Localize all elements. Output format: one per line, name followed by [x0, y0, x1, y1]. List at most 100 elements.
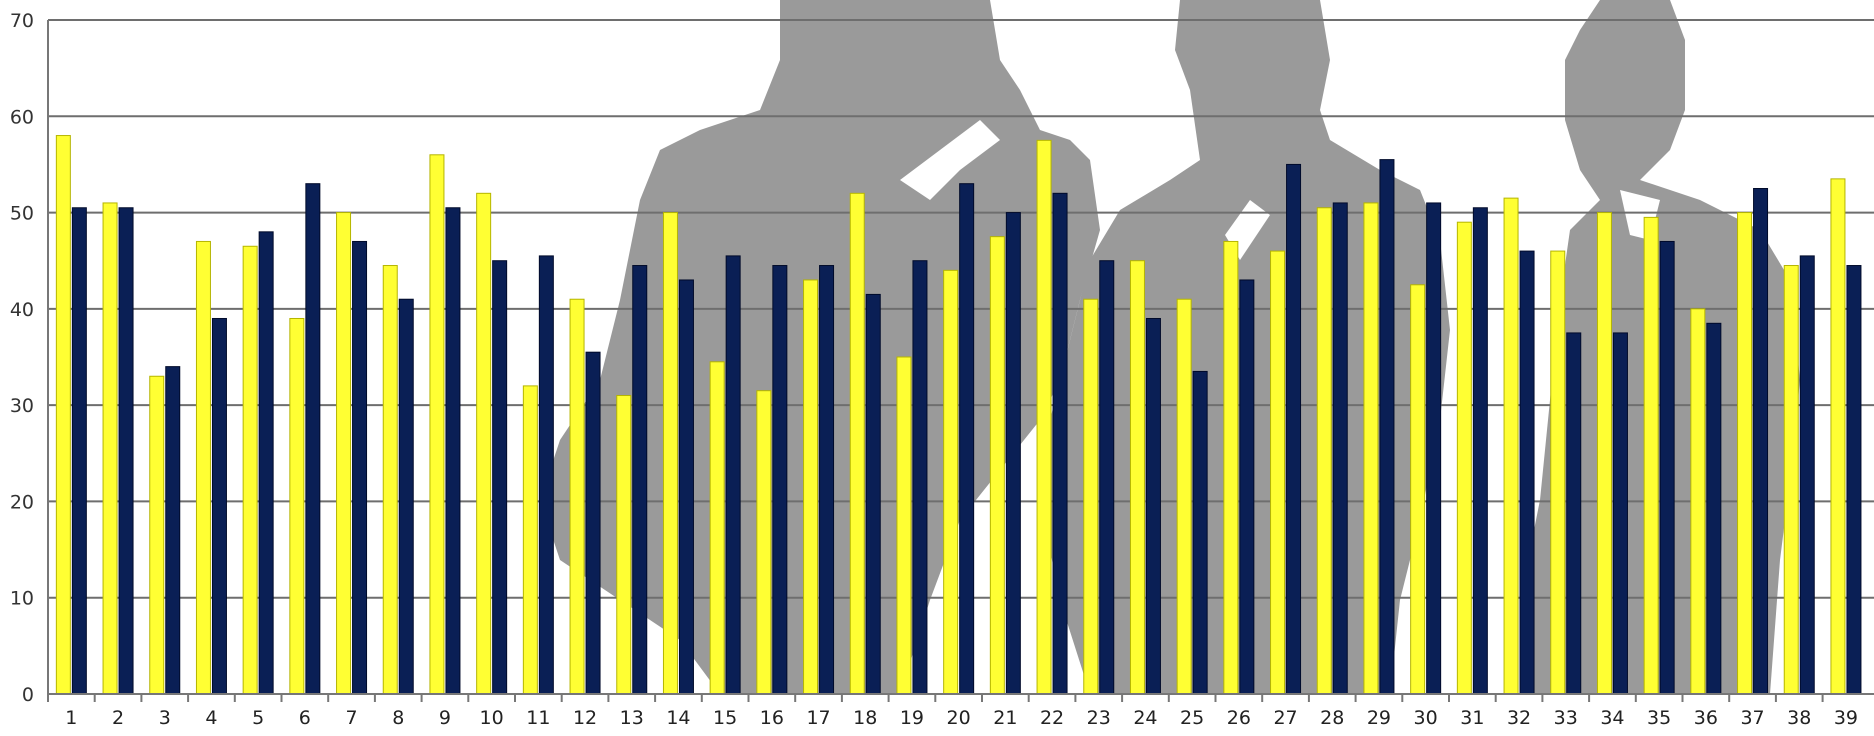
x-tick-label: 18	[853, 707, 877, 729]
x-tick-label: 17	[806, 707, 830, 729]
bar-series-2	[1799, 255, 1815, 695]
x-tick-label: 25	[1180, 707, 1204, 729]
x-tick-label: 8	[392, 707, 404, 729]
bar-series-1	[849, 192, 865, 695]
bar-series-1	[989, 236, 1005, 695]
x-tick-label: 36	[1694, 707, 1718, 729]
bar-series-2	[1145, 317, 1161, 695]
bar-series-2	[118, 207, 134, 695]
bar-series-2	[71, 207, 87, 695]
x-tick-label: 39	[1834, 707, 1858, 729]
y-tick-label: 30	[10, 395, 34, 417]
bar-series-1	[102, 202, 118, 695]
x-tick-label: 11	[526, 707, 550, 729]
bar-series-2	[865, 293, 881, 695]
bar-series-2	[211, 317, 227, 695]
x-tick-label: 19	[900, 707, 924, 729]
x-tick-label: 4	[205, 707, 217, 729]
x-tick-label: 20	[947, 707, 971, 729]
bar-series-2	[1379, 159, 1395, 695]
x-tick-label: 29	[1367, 707, 1391, 729]
bar-series-1	[1830, 178, 1846, 695]
x-tick-label: 6	[299, 707, 311, 729]
bar-series-1	[1129, 260, 1145, 695]
bar-series-1	[943, 269, 959, 695]
bar-series-2	[258, 231, 274, 695]
x-tick-label: 16	[760, 707, 784, 729]
bar-series-1	[1783, 265, 1799, 695]
x-tick-label: 30	[1414, 707, 1438, 729]
bar-series-2	[352, 240, 368, 695]
bar-series-1	[662, 212, 678, 695]
bar-series-1	[522, 385, 538, 695]
y-tick-label: 0	[22, 684, 34, 706]
bar-series-2	[398, 298, 414, 695]
bar-series-1	[1176, 298, 1192, 695]
bar-series-1	[1456, 221, 1472, 695]
x-tick-label: 14	[666, 707, 690, 729]
x-tick-label: 23	[1087, 707, 1111, 729]
bar-series-1	[195, 240, 211, 695]
bar-series-2	[1566, 332, 1582, 695]
x-tick-label: 31	[1460, 707, 1484, 729]
x-tick-label: 32	[1507, 707, 1531, 729]
bar-series-2	[632, 265, 648, 695]
bar-series-2	[1846, 265, 1862, 695]
y-tick-label: 40	[10, 299, 34, 321]
x-tick-label: 2	[112, 707, 124, 729]
bar-series-2	[725, 255, 741, 695]
bar-series-2	[1612, 332, 1628, 695]
bar-series-2	[1753, 188, 1769, 695]
bar-series-2	[1239, 279, 1255, 695]
bar-series-2	[165, 366, 181, 695]
y-tick-label: 70	[10, 10, 34, 32]
x-tick-label: 26	[1227, 707, 1251, 729]
x-tick-label: 9	[439, 707, 451, 729]
bar-series-2	[1052, 192, 1068, 695]
x-tick-label: 13	[620, 707, 644, 729]
bar-series-1	[1270, 250, 1286, 695]
bar-series-2	[772, 265, 788, 695]
bar-series-1	[569, 298, 585, 695]
x-tick-label: 24	[1133, 707, 1157, 729]
y-tick-label: 20	[10, 491, 34, 513]
bar-series-1	[756, 390, 772, 695]
x-tick-label: 10	[480, 707, 504, 729]
x-tick-label: 15	[713, 707, 737, 729]
bar-series-1	[1643, 216, 1659, 695]
bar-series-2	[1426, 202, 1442, 695]
bar-series-1	[1503, 197, 1519, 695]
bar-series-1	[476, 192, 492, 695]
bar-series-1	[1737, 212, 1753, 695]
y-tick-label: 60	[10, 106, 34, 128]
bar-series-2	[1192, 370, 1208, 695]
x-tick-label: 12	[573, 707, 597, 729]
bar-series-2	[445, 207, 461, 695]
silhouette-collar-left	[900, 120, 1000, 200]
bar-series-2	[912, 260, 928, 695]
bar-series-1	[616, 395, 632, 695]
bar-series-1	[803, 279, 819, 695]
bar-series-1	[1690, 308, 1706, 695]
x-tick-label: 7	[346, 707, 358, 729]
bar-series-1	[382, 265, 398, 695]
bar-series-1	[429, 154, 445, 695]
bar-series-1	[1410, 284, 1426, 695]
x-tick-label: 21	[993, 707, 1017, 729]
bar-series-1	[1363, 202, 1379, 695]
bar-series-1	[1223, 240, 1239, 695]
bar-series-2	[538, 255, 554, 695]
bar-series-2	[305, 183, 321, 695]
bar-series	[55, 135, 1862, 695]
bar-series-2	[1332, 202, 1348, 695]
x-tick-label: 38	[1787, 707, 1811, 729]
bar-series-2	[1099, 260, 1115, 695]
bar-series-2	[678, 279, 694, 695]
bar-series-1	[709, 361, 725, 695]
bar-series-1	[55, 135, 71, 695]
x-tick-label: 33	[1554, 707, 1578, 729]
y-tick-label: 10	[10, 588, 34, 610]
x-tick-label: 1	[65, 707, 77, 729]
bar-series-2	[585, 351, 601, 695]
